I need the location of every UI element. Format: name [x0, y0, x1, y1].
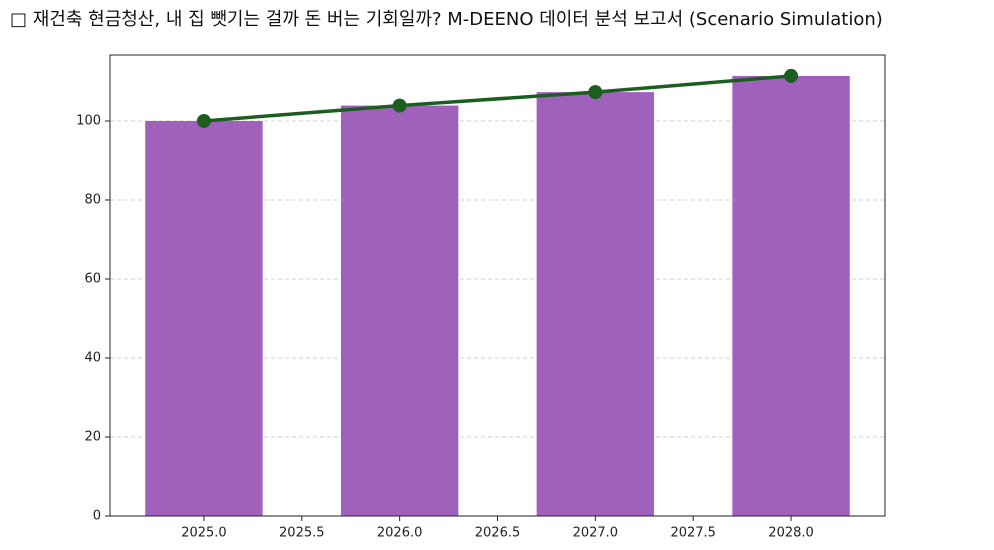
bar [340, 105, 459, 516]
line [203, 74, 792, 123]
y-tick-label: 40 [84, 350, 101, 365]
y-tick-label: 80 [84, 192, 101, 207]
x-tick-label: 2027.5 [670, 526, 716, 541]
x-tick-label: 2026.0 [377, 526, 423, 541]
y-tick-label: 20 [84, 429, 101, 444]
y-tick-label: 100 [76, 113, 101, 128]
bar [732, 75, 850, 517]
x-tick-label: 2025.5 [279, 526, 325, 541]
bar [536, 92, 655, 517]
x-tick-label: 2027.0 [573, 526, 619, 541]
line-marker [196, 113, 211, 128]
x-tick-label: 2026.5 [475, 526, 521, 541]
x-tick-label: 2025.0 [181, 526, 227, 541]
line-marker [392, 98, 407, 113]
x-tick-label: 2028.0 [768, 526, 814, 541]
chart-title: □ 재건축 현금청산, 내 집 뺏기는 걸까 돈 버는 기회일까? M-DEEN… [10, 9, 883, 30]
plot-frame [109, 54, 886, 517]
y-tick-label: 0 [93, 509, 101, 524]
line-marker [784, 68, 799, 83]
bar [145, 120, 263, 517]
y-tick-label: 60 [84, 271, 101, 286]
line-marker [588, 85, 603, 100]
